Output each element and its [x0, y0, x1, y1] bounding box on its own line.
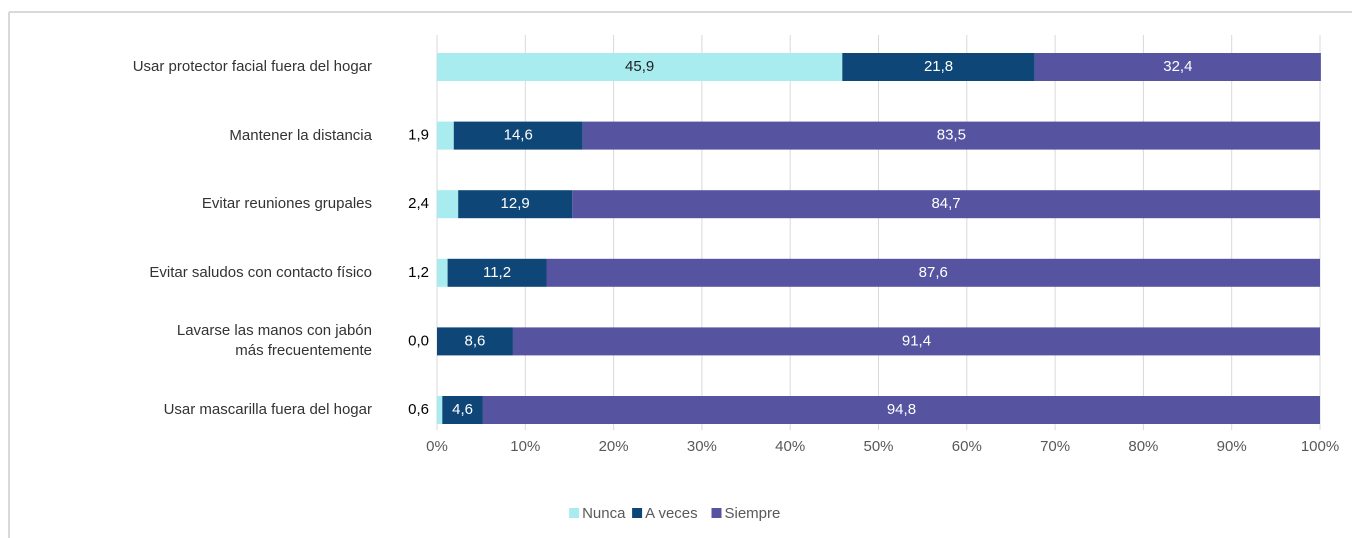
bar-segment	[572, 190, 1320, 219]
data-label: 0,6	[408, 401, 429, 418]
category-label: Lavarse las manos con jabón más frecuent…	[176, 322, 372, 360]
data-label: 45,9	[625, 58, 654, 75]
legend-swatch	[632, 508, 643, 518]
data-label: 87,6	[919, 264, 948, 281]
bar-segment	[482, 396, 1320, 424]
data-label: 91,4	[902, 332, 931, 349]
category-label: Usar protector facial fuera del hogar	[132, 58, 372, 75]
legend-label: Nunca	[582, 505, 626, 522]
bar-segment	[458, 190, 573, 219]
data-label: 8,6	[465, 332, 486, 349]
x-tick-label: 100%	[1301, 438, 1339, 455]
data-label: 84,7	[931, 195, 960, 212]
x-tick-label: 40%	[775, 438, 805, 455]
category-label: Evitar saludos con contacto físico	[149, 263, 372, 281]
bar-segment	[447, 258, 547, 287]
category-label: Usar mascarilla fuera del hogar	[163, 401, 372, 418]
bar-segment	[437, 396, 443, 424]
x-tick-label: 60%	[952, 438, 982, 455]
data-label: 83,5	[937, 127, 966, 144]
bar-segment	[453, 121, 583, 150]
data-label: 14,6	[504, 127, 533, 144]
bar-segment	[842, 53, 1035, 81]
data-label: 12,9	[501, 195, 530, 212]
legend-swatch	[711, 508, 722, 518]
bar-segment	[437, 53, 843, 81]
data-label: 1,9	[408, 127, 429, 144]
bar-segment	[437, 258, 448, 287]
bar-segment	[512, 327, 1320, 356]
data-label: 2,4	[408, 195, 429, 212]
data-label: 32,4	[1163, 58, 1192, 75]
bar-segment	[437, 327, 513, 356]
data-label: 94,8	[887, 401, 916, 418]
data-label: 11,2	[483, 264, 511, 281]
x-tick-label: 50%	[863, 438, 893, 455]
x-tick-label: 80%	[1128, 438, 1158, 455]
data-label: 1,2	[408, 264, 429, 281]
x-tick-label: 10%	[510, 438, 540, 455]
bar-segment	[546, 258, 1320, 287]
bar-segment	[442, 396, 483, 424]
category-label: Evitar reuniones grupales	[201, 195, 372, 213]
bar-segment	[437, 190, 459, 219]
legend-swatch	[569, 508, 580, 518]
x-tick-label: 90%	[1217, 438, 1247, 455]
legend-label: A veces	[645, 505, 698, 522]
x-tick-label: 30%	[687, 438, 717, 455]
legend-label: Siempre	[725, 505, 781, 522]
data-label: 0,0	[408, 332, 429, 349]
x-tick-label: 70%	[1040, 438, 1070, 455]
data-label: 21,8	[924, 58, 953, 75]
bar-segment	[437, 121, 454, 150]
category-label: Mantener la distancia	[229, 126, 372, 144]
bar-segment	[1034, 53, 1321, 81]
x-tick-label: 0%	[426, 438, 448, 455]
data-label: 4,6	[452, 401, 473, 418]
bar-segment	[582, 121, 1320, 150]
x-tick-label: 20%	[599, 438, 629, 455]
